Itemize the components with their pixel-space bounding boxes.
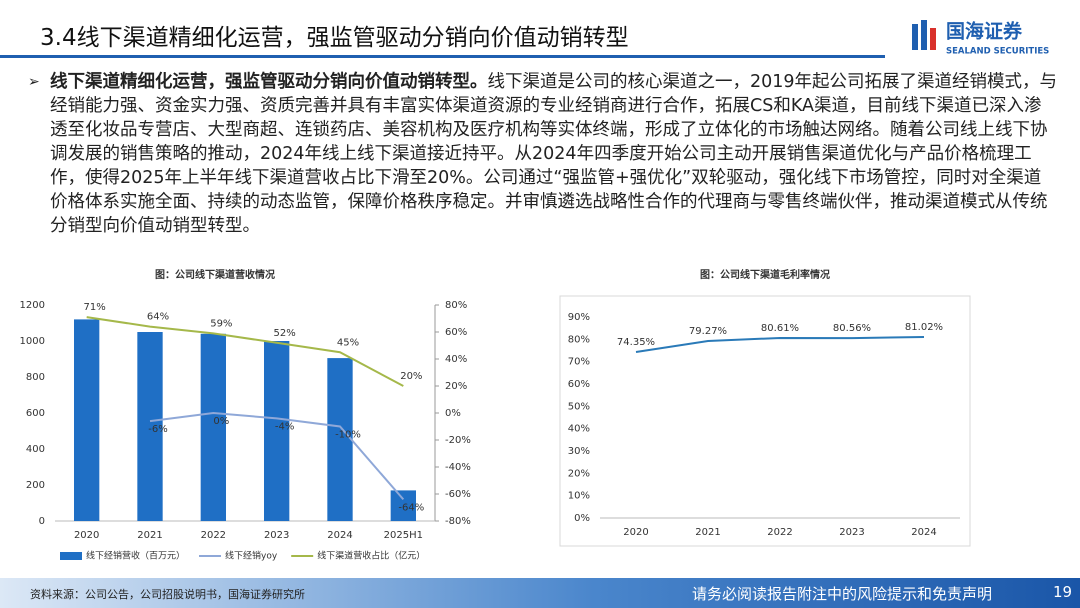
y-tick-label: 40%: [568, 424, 590, 435]
footer: 资料来源：公司公告，公司招股说明书，国海证券研究所 请务必阅读报告附注中的风险提…: [0, 578, 1080, 608]
x-tick-label: 2022: [767, 527, 792, 538]
source: 资料来源：公司公告，公司招股说明书，国海证券研究所: [30, 588, 305, 601]
y2-tick-label: -60%: [445, 489, 471, 500]
y2-tick-label: 60%: [445, 327, 467, 338]
bar: [200, 333, 226, 521]
x-tick-label: 2023: [264, 530, 289, 541]
logo-bar: [921, 20, 927, 50]
x-tick-label: 2021: [695, 527, 720, 538]
value-label: 52%: [274, 328, 296, 339]
logo: 国海证券 SEALAND SECURITIES: [912, 20, 1049, 57]
x-tick-label: 2022: [201, 530, 226, 541]
y-tick-label: 10%: [568, 491, 590, 502]
lead: 线下渠道精细化运营，强监管驱动分销向价值动销转型。: [50, 72, 488, 92]
y2-tick-label: 0%: [445, 408, 461, 419]
y-tick-label: 50%: [568, 401, 590, 412]
line: [86, 316, 404, 387]
value-label: 79.27%: [689, 326, 727, 337]
y-tick-label: 1200: [20, 300, 45, 311]
bar: [327, 358, 353, 521]
value-label: -64%: [398, 502, 424, 513]
x-tick-label: 2020: [74, 530, 99, 541]
y2-tick-label: -20%: [445, 435, 471, 446]
y2-tick-label: 20%: [445, 381, 467, 392]
chart-title: 图：公司线下渠道营收情况: [155, 268, 275, 281]
y-tick-label: 800: [26, 372, 45, 383]
x-tick-label: 2024: [911, 527, 936, 538]
logo-cn: 国海证券: [946, 20, 1023, 43]
y-tick-label: 70%: [568, 357, 590, 368]
charts: 图：公司线下渠道营收情况 0 200 400 600 800 1000 1200 -80% -60…: [20, 268, 971, 562]
logo-bar: [930, 28, 936, 50]
page-number: 19: [1053, 583, 1073, 601]
value-label: 0%: [213, 416, 229, 427]
y2-tick-label: -40%: [445, 462, 471, 473]
value-label: 71%: [84, 302, 106, 313]
legend-swatch: [60, 552, 82, 560]
value-label: 45%: [337, 337, 359, 348]
line: [149, 411, 405, 501]
legend-label: 线下渠道营收占比（亿元）: [317, 550, 425, 562]
value-label: 81.02%: [905, 322, 943, 333]
value-label: 59%: [210, 318, 232, 329]
text: 线下渠道是公司的核心渠道之一，2019年起公司拓展了渠道经销模式，与经销能力强、…: [50, 72, 1058, 236]
x-tick-label: 2024: [327, 530, 352, 541]
y-tick-label: 1000: [20, 336, 45, 347]
legend-label: 线下经销营收（百万元）: [86, 550, 185, 562]
x-tick-label: 2025H1: [384, 530, 423, 541]
value-label: -4%: [275, 421, 294, 432]
y-tick-label: 30%: [568, 446, 590, 457]
title-rule: [0, 55, 885, 58]
y-tick-label: 60%: [568, 379, 590, 390]
logo-en: SEALAND SECURITIES: [946, 47, 1049, 57]
bar: [137, 332, 163, 521]
y-tick-label: 0%: [574, 513, 590, 524]
x-tick-label: 2023: [839, 527, 864, 538]
value-label: 80.61%: [761, 323, 799, 334]
line: [635, 336, 925, 353]
y-tick-label: 20%: [568, 468, 590, 479]
y2-tick-label: 80%: [445, 300, 467, 311]
value-label: 74.35%: [617, 337, 655, 348]
y-tick-label: 200: [26, 480, 45, 491]
body-text: ➢ 线下渠道精细化运营，强监管驱动分销向价值动销转型。线下渠道是公司的核心渠道之…: [28, 70, 1058, 238]
y-tick-label: 90%: [568, 312, 590, 323]
bar: [264, 341, 290, 521]
y2-tick-label: 40%: [445, 354, 467, 365]
chart-title: 图：公司线下渠道毛利率情况: [700, 268, 830, 281]
value-label: -6%: [148, 424, 167, 435]
y2-tick-label: -80%: [445, 516, 471, 527]
legend-label: 线下经销yoy: [225, 550, 278, 562]
value-label: 80.56%: [833, 323, 871, 334]
value-label: 20%: [400, 371, 422, 382]
y-tick-label: 80%: [568, 334, 590, 345]
bullet: ➢: [28, 74, 40, 90]
x-tick-label: 2020: [623, 527, 648, 538]
y-tick-label: 0: [39, 516, 45, 527]
y-tick-label: 600: [26, 408, 45, 419]
x-tick-label: 2021: [137, 530, 162, 541]
y-tick-label: 400: [26, 444, 45, 455]
value-label: 64%: [147, 312, 169, 323]
bar: [390, 490, 416, 521]
slide-title: 3.4线下渠道精细化运营，强监管驱动分销向价值动销转型: [40, 25, 629, 51]
value-label: -10%: [335, 430, 361, 441]
logo-bar: [912, 24, 918, 50]
disclaimer: 请务必阅读报告附注中的风险提示和免责声明: [692, 585, 993, 603]
paragraph: 线下渠道精细化运营，强监管驱动分销向价值动销转型。线下渠道是公司的核心渠道之一，…: [50, 70, 1058, 238]
bar: [74, 319, 100, 521]
chart-frame: [559, 295, 971, 547]
